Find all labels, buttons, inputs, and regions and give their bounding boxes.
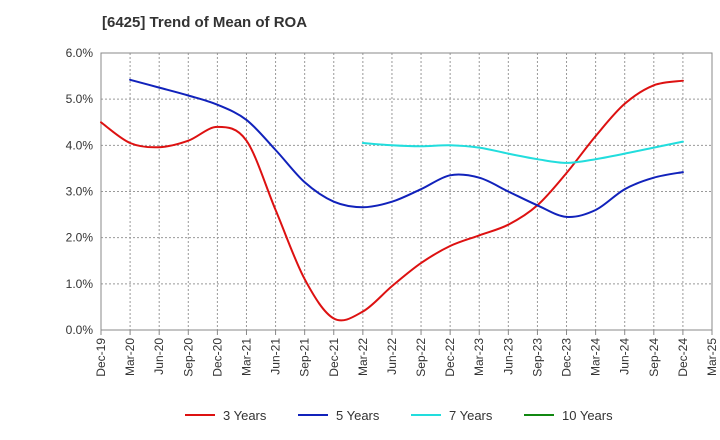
x-tick-label: Jun-21 [269,338,283,375]
y-tick-label: 3.0% [66,185,94,199]
series-line-5-years [129,78,684,219]
x-tick-label: Sep-22 [414,338,428,377]
y-tick-label: 6.0% [66,46,94,60]
x-tick-label: Jun-24 [618,338,632,375]
x-tick-label: Jun-23 [501,338,515,375]
legend-label-10-years: 10 Years [562,408,613,423]
x-tick-label: Mar-24 [589,338,603,376]
x-tick-label: Mar-22 [356,338,370,376]
y-tick-label: 4.0% [66,138,94,152]
legend-label-7-years: 7 Years [449,408,493,423]
x-tick-label: Dec-19 [94,338,108,377]
series-line-7-years [361,140,684,164]
y-tick-label: 2.0% [66,231,94,245]
legend-label-3-years: 3 Years [223,408,267,423]
x-tick-label: Sep-23 [530,338,544,377]
x-tick-label: Dec-23 [560,338,574,377]
series-line-3-years [100,79,684,322]
legend-label-5-years: 5 Years [336,408,380,423]
x-tick-label: Sep-20 [181,338,195,377]
x-tick-label: Mar-21 [239,338,253,376]
y-tick-label: 5.0% [66,92,94,106]
x-tick-label: Dec-22 [443,338,457,377]
x-tick-label: Jun-20 [152,338,166,375]
y-tick-label: 1.0% [66,277,94,291]
x-tick-label: Mar-25 [705,338,719,376]
x-tick-label: Dec-20 [210,338,224,377]
x-tick-label: Dec-21 [327,338,341,377]
x-tick-label: Dec-24 [676,338,690,377]
plot-border [100,52,713,331]
chart-title: [6425] Trend of Mean of ROA [102,14,308,31]
x-tick-label: Jun-22 [385,338,399,375]
x-tick-label: Sep-21 [298,338,312,377]
x-tick-label: Sep-24 [647,338,661,377]
x-tick-label: Mar-20 [123,338,137,376]
x-tick-label: Mar-23 [472,338,486,376]
y-tick-label: 0.0% [66,323,94,337]
